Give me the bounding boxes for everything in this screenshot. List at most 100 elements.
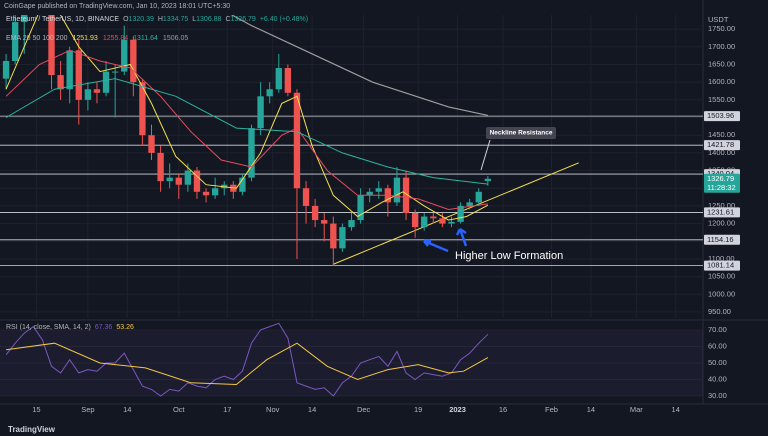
candle-body — [375, 188, 382, 192]
candle-body — [321, 220, 328, 224]
candle-body — [475, 191, 482, 203]
y-tick-label: 1550.00 — [708, 95, 735, 104]
candle-body — [366, 191, 373, 196]
y-tick-label: 1200.00 — [708, 219, 735, 228]
candle-body — [75, 50, 82, 100]
candle-body — [439, 218, 446, 224]
annotation: Higher Low Formation — [455, 250, 563, 262]
x-tick-label: 14 — [587, 405, 595, 414]
indicator-value: 1506.05 — [163, 35, 188, 42]
level-label: 1154.16 — [707, 235, 734, 244]
candle-body — [130, 39, 137, 83]
candle-body — [66, 50, 73, 90]
level-label: 1503.96 — [707, 111, 734, 120]
candle-body — [121, 39, 128, 72]
annotation-arrow — [480, 139, 491, 171]
candle-body — [293, 92, 301, 189]
last-price: 1326.79 — [707, 174, 734, 183]
rsi-title: RSI (14, close, SMA, 14, 2) — [6, 324, 91, 331]
candle-body — [302, 188, 310, 206]
y-tick-label: 30.00 — [708, 391, 727, 400]
footer-logo: TradingView — [8, 425, 56, 434]
y-tick-label: 1000.00 — [708, 289, 735, 298]
ohlc-key: C — [225, 16, 230, 23]
rsi-header: RSI (14, close, SMA, 14, 2) 67.36 53.26 — [6, 324, 134, 331]
ohlc-value: 1306.88 — [196, 16, 221, 23]
rsi-band — [0, 329, 703, 397]
candle-body — [139, 82, 146, 136]
ohlc-key: O — [123, 16, 129, 23]
indicator-line — [5, 49, 488, 211]
candle-body — [457, 205, 464, 222]
ohlc-key: H — [158, 16, 163, 23]
ohlc-value: 1334.75 — [163, 16, 188, 23]
rsi-value: 53.26 — [116, 324, 134, 331]
y-tick-label: 950.00 — [708, 307, 731, 316]
y-tick-label: 1100.00 — [708, 254, 735, 263]
x-tick-label: 2023 — [449, 405, 466, 414]
y-tick-label: 1250.00 — [708, 201, 735, 210]
candle-body — [93, 89, 101, 93]
candle-body — [248, 128, 255, 178]
level-label-box — [704, 234, 740, 245]
candle-body — [148, 135, 155, 153]
ohlc-key: L — [192, 16, 196, 23]
level-label-box — [704, 111, 740, 122]
y-tick-label: 70.00 — [708, 325, 727, 334]
currency: USDT — [708, 15, 729, 24]
indicator-line — [5, 322, 489, 397]
candle-body — [284, 68, 292, 93]
y-tick-label: 40.00 — [708, 374, 727, 383]
candle-body — [484, 178, 492, 182]
x-tick-label: 15 — [32, 405, 40, 414]
x-tick-label: Feb — [545, 405, 558, 414]
candle-body — [239, 177, 246, 192]
candle-body — [339, 227, 346, 249]
candle-body — [193, 170, 201, 192]
rsi-pane — [0, 322, 703, 397]
level-label-box — [704, 260, 740, 271]
x-tick-label: Oct — [173, 405, 186, 414]
y-tick-label: 1400.00 — [708, 148, 735, 157]
candle-body — [157, 152, 164, 182]
x-tick-label: 14 — [123, 405, 131, 414]
candle-body — [175, 177, 182, 185]
candle-body — [311, 205, 319, 221]
indicator-name: EMA 20 50 100 200 — [6, 35, 68, 42]
y-tick-label: 1700.00 — [708, 42, 735, 51]
candle-body — [84, 89, 92, 100]
y-tick-label: 1600.00 — [708, 77, 735, 86]
y-tick-label: 1450.00 — [708, 130, 735, 139]
candle-body — [111, 71, 119, 73]
level-label-box — [704, 207, 740, 218]
y-tick-label: 60.00 — [708, 341, 727, 350]
candle-body — [421, 216, 428, 228]
ohlc-value: 1320.39 — [129, 16, 154, 23]
last-time: 11:28:32 — [707, 183, 736, 192]
candle-body — [402, 177, 410, 213]
last-price-box — [704, 173, 740, 193]
indicator-line — [230, 15, 489, 116]
candle-body — [466, 202, 473, 206]
x-tick-label: 17 — [223, 405, 231, 414]
y-tick-label: 1050.00 — [708, 272, 735, 281]
x-tick-label: 19 — [414, 405, 422, 414]
indicator-line — [5, 15, 489, 221]
ohlc-value: 1326.79 — [231, 16, 256, 23]
level-label: 1081.14 — [707, 261, 734, 270]
candle-body — [275, 68, 282, 90]
indicator-value: 1251.93 — [73, 35, 98, 42]
candle-body — [211, 188, 219, 196]
y-tick-label: 1650.00 — [708, 59, 735, 68]
candle-body — [393, 177, 401, 203]
candle-body — [21, 15, 28, 23]
candle-body — [102, 71, 110, 93]
annotation-box — [486, 127, 556, 139]
symbol-header: Ethereum / TetherUS, 1D, BINANCE O1320.39… — [6, 16, 308, 23]
candle-body — [57, 75, 64, 90]
candle-body — [11, 22, 19, 61]
y-tick-label: 1750.00 — [708, 24, 735, 33]
indicator-line — [6, 342, 489, 386]
x-tick-label: 14 — [672, 405, 680, 414]
